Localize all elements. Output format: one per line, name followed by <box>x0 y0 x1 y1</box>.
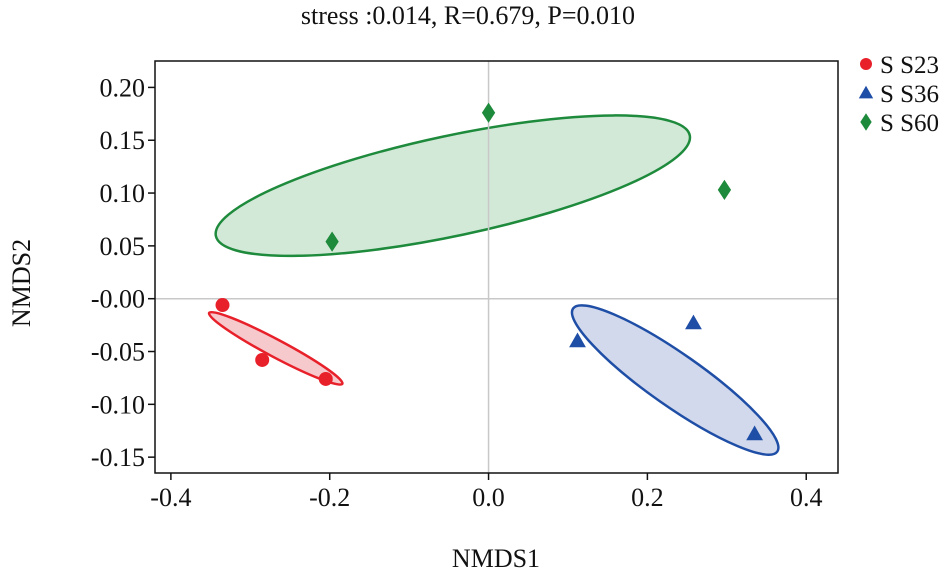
y-tick-label: 0.05 <box>100 232 146 261</box>
point-2-1 <box>481 102 496 123</box>
legend-marker-2 <box>860 113 872 131</box>
point-1-2 <box>746 425 764 441</box>
legend-label-0: S S23 <box>880 52 939 79</box>
chart-title: stress :0.014, R=0.679, P=0.010 <box>301 1 635 30</box>
points-layer <box>215 102 764 441</box>
point-0-0 <box>215 298 230 313</box>
y-axis-label: NMDS2 <box>7 239 36 327</box>
point-2-0 <box>325 231 339 252</box>
x-tick-label: 0.2 <box>631 483 664 512</box>
ellipse-layer <box>207 114 780 456</box>
point-0-2 <box>318 371 333 386</box>
x-axis-label: NMDS1 <box>452 544 540 572</box>
y-tick-label: -0.00 <box>91 285 145 314</box>
point-2-2 <box>717 179 732 201</box>
x-tick-label: 0.4 <box>790 483 823 512</box>
y-tick-label: -0.05 <box>91 338 145 367</box>
point-0-1 <box>255 352 270 367</box>
point-1-1 <box>685 314 702 330</box>
y-tick-label: 0.10 <box>100 179 146 208</box>
x-tick-label: -0.4 <box>150 483 191 512</box>
point-1-0 <box>569 332 586 348</box>
x-axis: -0.4 -0.2 0.0 0.2 0.4 <box>150 473 822 512</box>
legend-label-1: S S36 <box>880 81 939 108</box>
legend-marker-1 <box>858 85 874 99</box>
y-axis: 0.20 0.15 0.10 0.05 -0.00 -0.05 -0.10 -0.15 <box>91 73 155 472</box>
legend-marker-0 <box>860 58 872 70</box>
confidence-ellipse-2 <box>214 114 692 258</box>
legend-label-2: S S60 <box>880 110 939 137</box>
confidence-ellipse-1 <box>570 304 780 456</box>
confidence-ellipse-0 <box>207 310 344 386</box>
plot-frame <box>154 60 839 474</box>
y-tick-label: 0.15 <box>100 126 146 155</box>
y-tick-label: 0.20 <box>100 73 146 102</box>
y-tick-label: -0.15 <box>91 443 145 472</box>
y-tick-label: -0.10 <box>91 390 145 419</box>
x-tick-label: -0.2 <box>309 483 350 512</box>
x-tick-label: 0.0 <box>472 483 505 512</box>
